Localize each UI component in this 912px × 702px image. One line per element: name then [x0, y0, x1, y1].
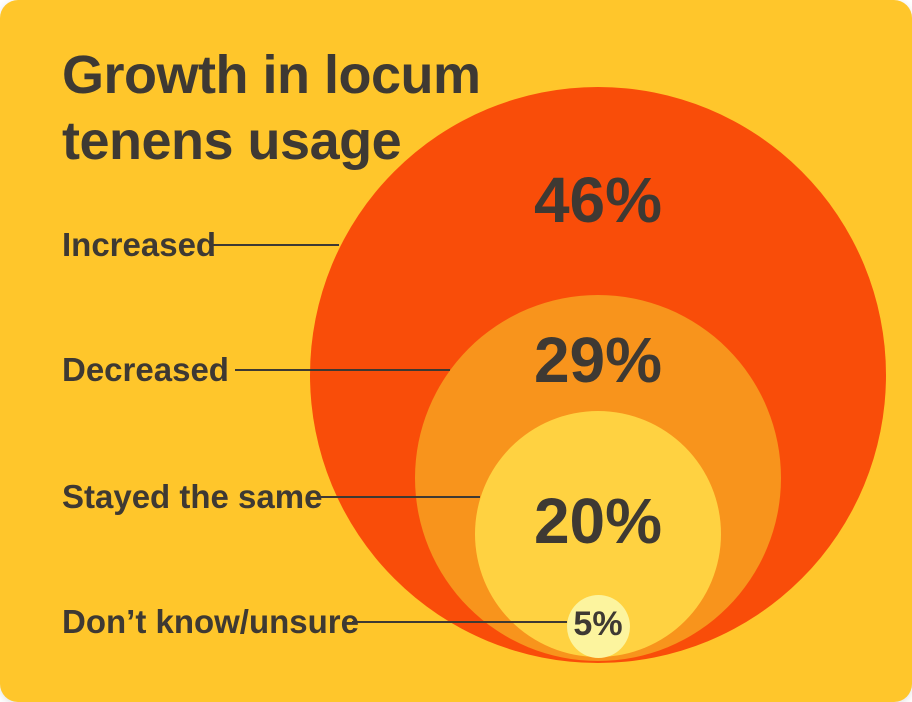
category-label-dont-know-unsure: Don’t know/unsure — [62, 603, 359, 640]
value-label-stayed-the-same: 20% — [533, 485, 663, 557]
category-label-stayed-the-same: Stayed the same — [62, 478, 323, 515]
leader-line-increased — [213, 244, 339, 246]
value-label-decreased: 29% — [533, 324, 663, 396]
leader-line-stayed-the-same — [320, 496, 480, 498]
category-label-decreased: Decreased — [62, 351, 229, 388]
leader-line-decreased — [235, 369, 450, 371]
value-label-increased: 46% — [533, 164, 663, 236]
category-label-increased: Increased — [62, 226, 217, 263]
leader-line-dont-know-unsure — [352, 621, 567, 623]
value-label-dont-know-unsure: 5% — [573, 605, 623, 643]
chart-title: Growth in locum tenens usage — [62, 45, 481, 171]
bubble-dont-know-unsure — [567, 595, 630, 658]
